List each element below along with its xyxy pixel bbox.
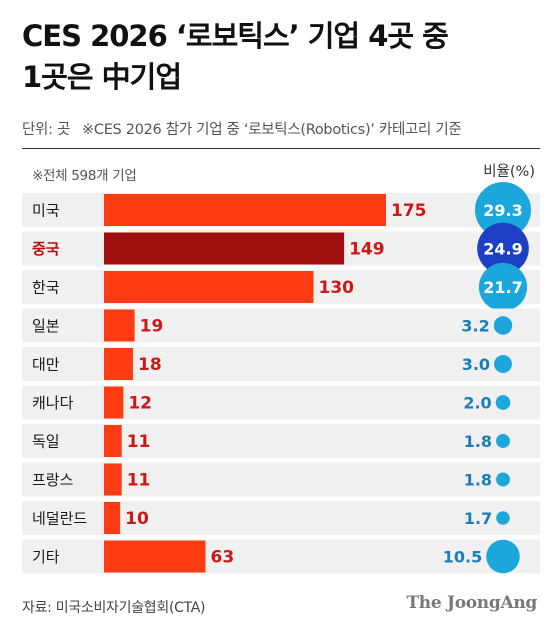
chart-title: CES 2026 ‘로보틱스’ 기업 4곳 중 1곳은 中기업: [22, 16, 542, 98]
row-background: [22, 385, 540, 420]
data-label: 63: [211, 548, 235, 568]
row-background: [22, 501, 540, 535]
category-label: 프랑스: [32, 471, 74, 489]
chart-row: 캐나다 12 2.0: [22, 385, 540, 420]
ratio-label: 1.7: [464, 509, 492, 528]
ratio-column-header: 비율(%): [483, 164, 535, 180]
row-background: [22, 424, 540, 458]
category-label: 독일: [32, 433, 60, 451]
data-label: 11: [127, 432, 151, 452]
data-label: 18: [138, 355, 162, 375]
data-label: 10: [125, 509, 149, 529]
bar: [104, 348, 134, 380]
category-label: 일본: [32, 317, 60, 335]
data-label: 19: [140, 317, 164, 337]
ratio-bubble: [496, 434, 510, 448]
chart-title-line-2: 1곳은 中기업: [22, 60, 182, 94]
ratio-bubble: [495, 395, 511, 410]
ratio-label: 29.3: [483, 201, 522, 220]
ratio-label: 10.5: [443, 548, 482, 567]
chart-row: 기타 63 10.5: [22, 539, 540, 574]
bar: [104, 309, 135, 342]
chart-row: 중국 149 24.9: [22, 222, 540, 275]
chart-row: 독일 11 1.8: [22, 424, 540, 458]
data-label: 11: [127, 471, 151, 491]
bar: [104, 425, 122, 457]
data-label: 130: [318, 278, 354, 298]
ratio-label: 3.0: [462, 355, 490, 374]
header-divider: [22, 148, 540, 149]
bar: [104, 194, 386, 226]
data-label: 175: [391, 201, 427, 221]
category-label: 캐나다: [32, 394, 74, 412]
chart-subtitle: 단위: 곳 ※CES 2026 참가 기업 중 ‘로보틱스(Robotics)’ …: [22, 118, 462, 139]
ratio-bubble: [477, 222, 529, 275]
ratio-label: 1.8: [464, 471, 492, 490]
bar: [104, 386, 124, 419]
ratio-bubble: [478, 262, 528, 312]
bar: [104, 271, 314, 303]
brand-logo: The JoongAng: [406, 593, 537, 613]
ratio-bubble: [494, 355, 512, 373]
ratio-label: 1.8: [464, 432, 492, 451]
chart-row: 네덜란드 10 1.7: [22, 501, 540, 535]
category-criteria-note: ※CES 2026 참가 기업 중 ‘로보틱스(Robotics)’ 카테고리 …: [82, 122, 462, 138]
ratio-label: 21.7: [483, 278, 522, 297]
bar: [104, 502, 121, 534]
ratio-bubble: [493, 316, 513, 335]
bar: [104, 463, 122, 496]
source-note: 자료: 미국소비자기술협회(CTA): [22, 600, 206, 616]
ratio-label: 3.2: [461, 317, 489, 336]
total-companies-note: ※전체 598개 기업: [32, 168, 137, 184]
ratio-bubble: [475, 182, 531, 238]
category-label: 중국: [32, 240, 60, 258]
category-label: 기타: [32, 548, 60, 566]
ratio-label: 2.0: [463, 394, 491, 413]
category-label: 네덜란드: [32, 510, 87, 528]
bar: [104, 232, 345, 265]
unit-label: 단위: 곳: [22, 122, 71, 138]
chart-row: 일본 19 3.2: [22, 308, 540, 343]
ratio-label: 24.9: [483, 240, 522, 259]
ratio-bubble: [496, 511, 510, 525]
category-label: 미국: [32, 202, 60, 220]
bar: [104, 540, 206, 573]
category-label: 한국: [32, 279, 60, 297]
category-label: 대만: [32, 356, 60, 374]
ratio-bubble: [496, 472, 510, 487]
chart-title-line-1: CES 2026 ‘로보틱스’ 기업 4곳 중: [22, 19, 449, 53]
chart-row: 한국 130 21.7: [22, 262, 540, 312]
chart-row: 프랑스 11 1.8: [22, 462, 540, 497]
row-background: [22, 462, 540, 497]
chart-row: 대만 18 3.0: [22, 347, 540, 381]
data-label: 149: [349, 240, 385, 260]
data-label: 12: [128, 394, 152, 414]
chart-row: 미국 175 29.3: [22, 182, 540, 238]
ratio-bubble: [486, 539, 520, 574]
